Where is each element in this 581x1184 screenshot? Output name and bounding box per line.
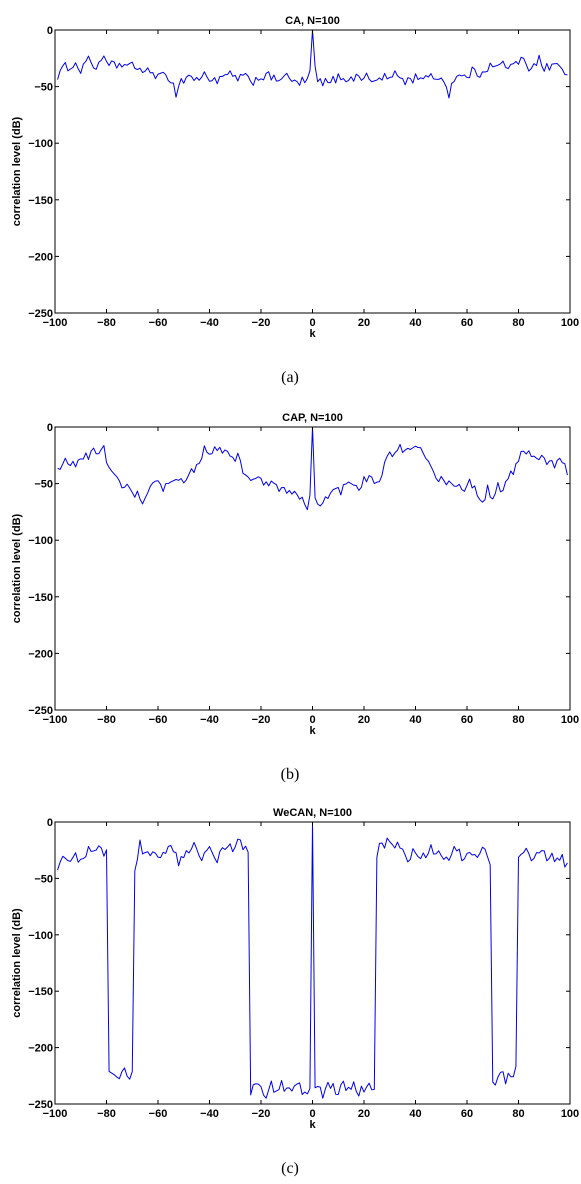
chart-0: −100 −80 −60 −40 −20 0 20 40 60 80 1000−50−100−150… xyxy=(11,15,579,386)
y-tick-label: 0 xyxy=(47,422,53,434)
subfigure-caption: (c) xyxy=(281,1160,299,1177)
x-tick-label: 100 xyxy=(561,1108,579,1120)
y-tick-label: −200 xyxy=(28,648,53,660)
x-tick-label: 40 xyxy=(409,714,421,726)
x-tick-label: 60 xyxy=(461,714,473,726)
x-tick-label: 40 xyxy=(409,317,421,329)
chart-title: CA, N=100 xyxy=(285,15,340,27)
y-tick-label: −250 xyxy=(28,1099,53,1111)
axes-frame xyxy=(54,29,571,314)
x-tick-label: −100 xyxy=(43,714,68,726)
subfigure-caption: (a) xyxy=(281,369,299,386)
x-tick-label: −80 xyxy=(97,714,116,726)
y-tick-label: −250 xyxy=(28,705,53,717)
x-tick-label: 80 xyxy=(512,1108,524,1120)
x-tick-label: −40 xyxy=(200,1108,219,1120)
y-tick-label: 0 xyxy=(47,25,53,37)
chart-title: CAP, N=100 xyxy=(282,412,343,424)
axes-frame xyxy=(54,426,571,711)
x-tick-label: −100 xyxy=(43,1108,68,1120)
x-axis-label: k xyxy=(309,328,316,340)
x-tick-label: 80 xyxy=(512,714,524,726)
y-tick-label: 0 xyxy=(47,817,53,829)
x-tick-label: 100 xyxy=(561,317,579,329)
y-tick-label: −250 xyxy=(28,308,53,320)
x-tick-label: −60 xyxy=(149,1108,168,1120)
x-axis-label: k xyxy=(309,725,316,737)
y-tick-label: −100 xyxy=(28,930,53,942)
series-line xyxy=(57,426,568,511)
chart-title: WeCAN, N=100 xyxy=(273,807,352,819)
x-tick-label: 100 xyxy=(561,714,579,726)
x-tick-label: −20 xyxy=(252,714,271,726)
subfigure-caption: (b) xyxy=(281,766,300,783)
x-tick-label: −40 xyxy=(200,714,219,726)
x-tick-label: 60 xyxy=(461,317,473,329)
y-tick-label: −200 xyxy=(28,251,53,263)
x-tick-label: −80 xyxy=(97,317,116,329)
x-tick-label: 0 xyxy=(309,1108,315,1120)
y-tick-label: −150 xyxy=(28,592,53,604)
x-tick-label: 0 xyxy=(309,714,315,726)
y-tick-label: −50 xyxy=(34,873,53,885)
x-tick-label: −100 xyxy=(43,317,68,329)
x-tick-label: −80 xyxy=(97,1108,116,1120)
series-line xyxy=(57,821,568,1099)
x-tick-label: 40 xyxy=(409,1108,421,1120)
y-tick-label: −200 xyxy=(28,1043,53,1055)
x-tick-label: −40 xyxy=(200,317,219,329)
x-tick-label: −60 xyxy=(149,714,168,726)
y-tick-label: −50 xyxy=(34,479,53,491)
x-tick-label: −20 xyxy=(252,317,271,329)
y-tick-label: −150 xyxy=(28,195,53,207)
x-tick-label: 80 xyxy=(512,317,524,329)
x-tick-label: 20 xyxy=(358,317,370,329)
chart-1: −100 −80 −60 −40 −20 0 20 40 60 80 1000−50−100−150… xyxy=(11,412,579,783)
x-axis-label: k xyxy=(309,1119,316,1131)
y-tick-label: −150 xyxy=(28,986,53,998)
chart-2: −100 −80 −60 −40 −20 0 20 40 60 80 1000−50−100−150… xyxy=(11,807,579,1177)
x-tick-label: −20 xyxy=(252,1108,271,1120)
y-tick-label: −50 xyxy=(34,82,53,94)
y-axis-label: correlation level (dB) xyxy=(11,908,23,1018)
y-tick-label: −100 xyxy=(28,138,53,150)
y-axis-label: correlation level (dB) xyxy=(11,116,23,226)
y-tick-label: −100 xyxy=(28,535,53,547)
x-tick-label: −60 xyxy=(149,317,168,329)
x-tick-label: 20 xyxy=(358,1108,370,1120)
x-tick-label: 20 xyxy=(358,714,370,726)
y-axis-label: correlation level (dB) xyxy=(11,513,23,623)
series-line xyxy=(57,29,568,99)
x-tick-label: 0 xyxy=(309,317,315,329)
x-tick-label: 60 xyxy=(461,1108,473,1120)
